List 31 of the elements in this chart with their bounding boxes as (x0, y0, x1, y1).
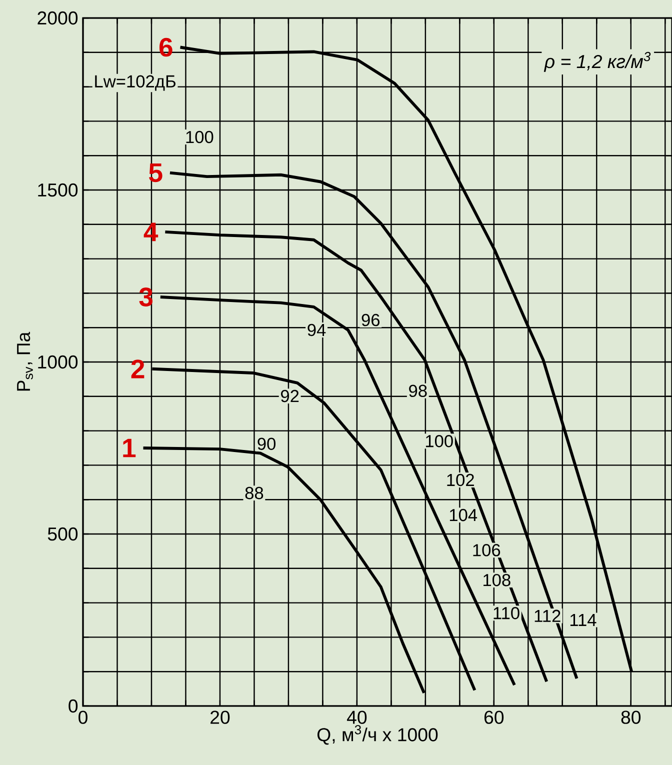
x-axis-title: Q, м$^{3}$/ч x 1000 (317, 725, 438, 745)
annotation: 106 (473, 544, 500, 556)
y-tick-label: 1500 (38, 183, 78, 197)
series-label: 2 (131, 360, 144, 378)
annotation: 90 (258, 438, 276, 450)
x-tick-label: 60 (484, 710, 504, 724)
x-tick-label: 40 (346, 710, 367, 724)
y-axis-title: P$_{sv}$, Па (17, 332, 33, 391)
annotation: 92 (281, 390, 299, 402)
annotation: 112 (534, 610, 560, 622)
annotation: ρ = 1,2 кг/м$^{3}$ (544, 52, 651, 72)
annotation: 96 (362, 314, 380, 326)
annotation: 88 (245, 486, 264, 500)
annotation: 100 (186, 130, 214, 144)
y-tick-label: 500 (48, 527, 78, 541)
x-tick-label: 20 (210, 710, 230, 724)
annotation: 94 (308, 324, 326, 336)
annotation: 104 (450, 508, 478, 522)
annotation: 110 (494, 606, 520, 620)
y-tick-label: 0 (68, 699, 78, 713)
x-tick-label: 80 (621, 710, 641, 724)
series-label: 1 (123, 438, 136, 458)
annotation: 100 (426, 434, 453, 448)
x-tick-label: 0 (78, 710, 88, 724)
annotation: 102 (447, 474, 474, 486)
y-tick-label: 1000 (38, 355, 78, 369)
y-tick-label: 2000 (38, 11, 78, 25)
annotation: 108 (484, 574, 510, 586)
annotation: 98 (409, 384, 427, 398)
annotation: Lw=102дБ (95, 75, 176, 91)
annotation: 114 (570, 614, 596, 626)
